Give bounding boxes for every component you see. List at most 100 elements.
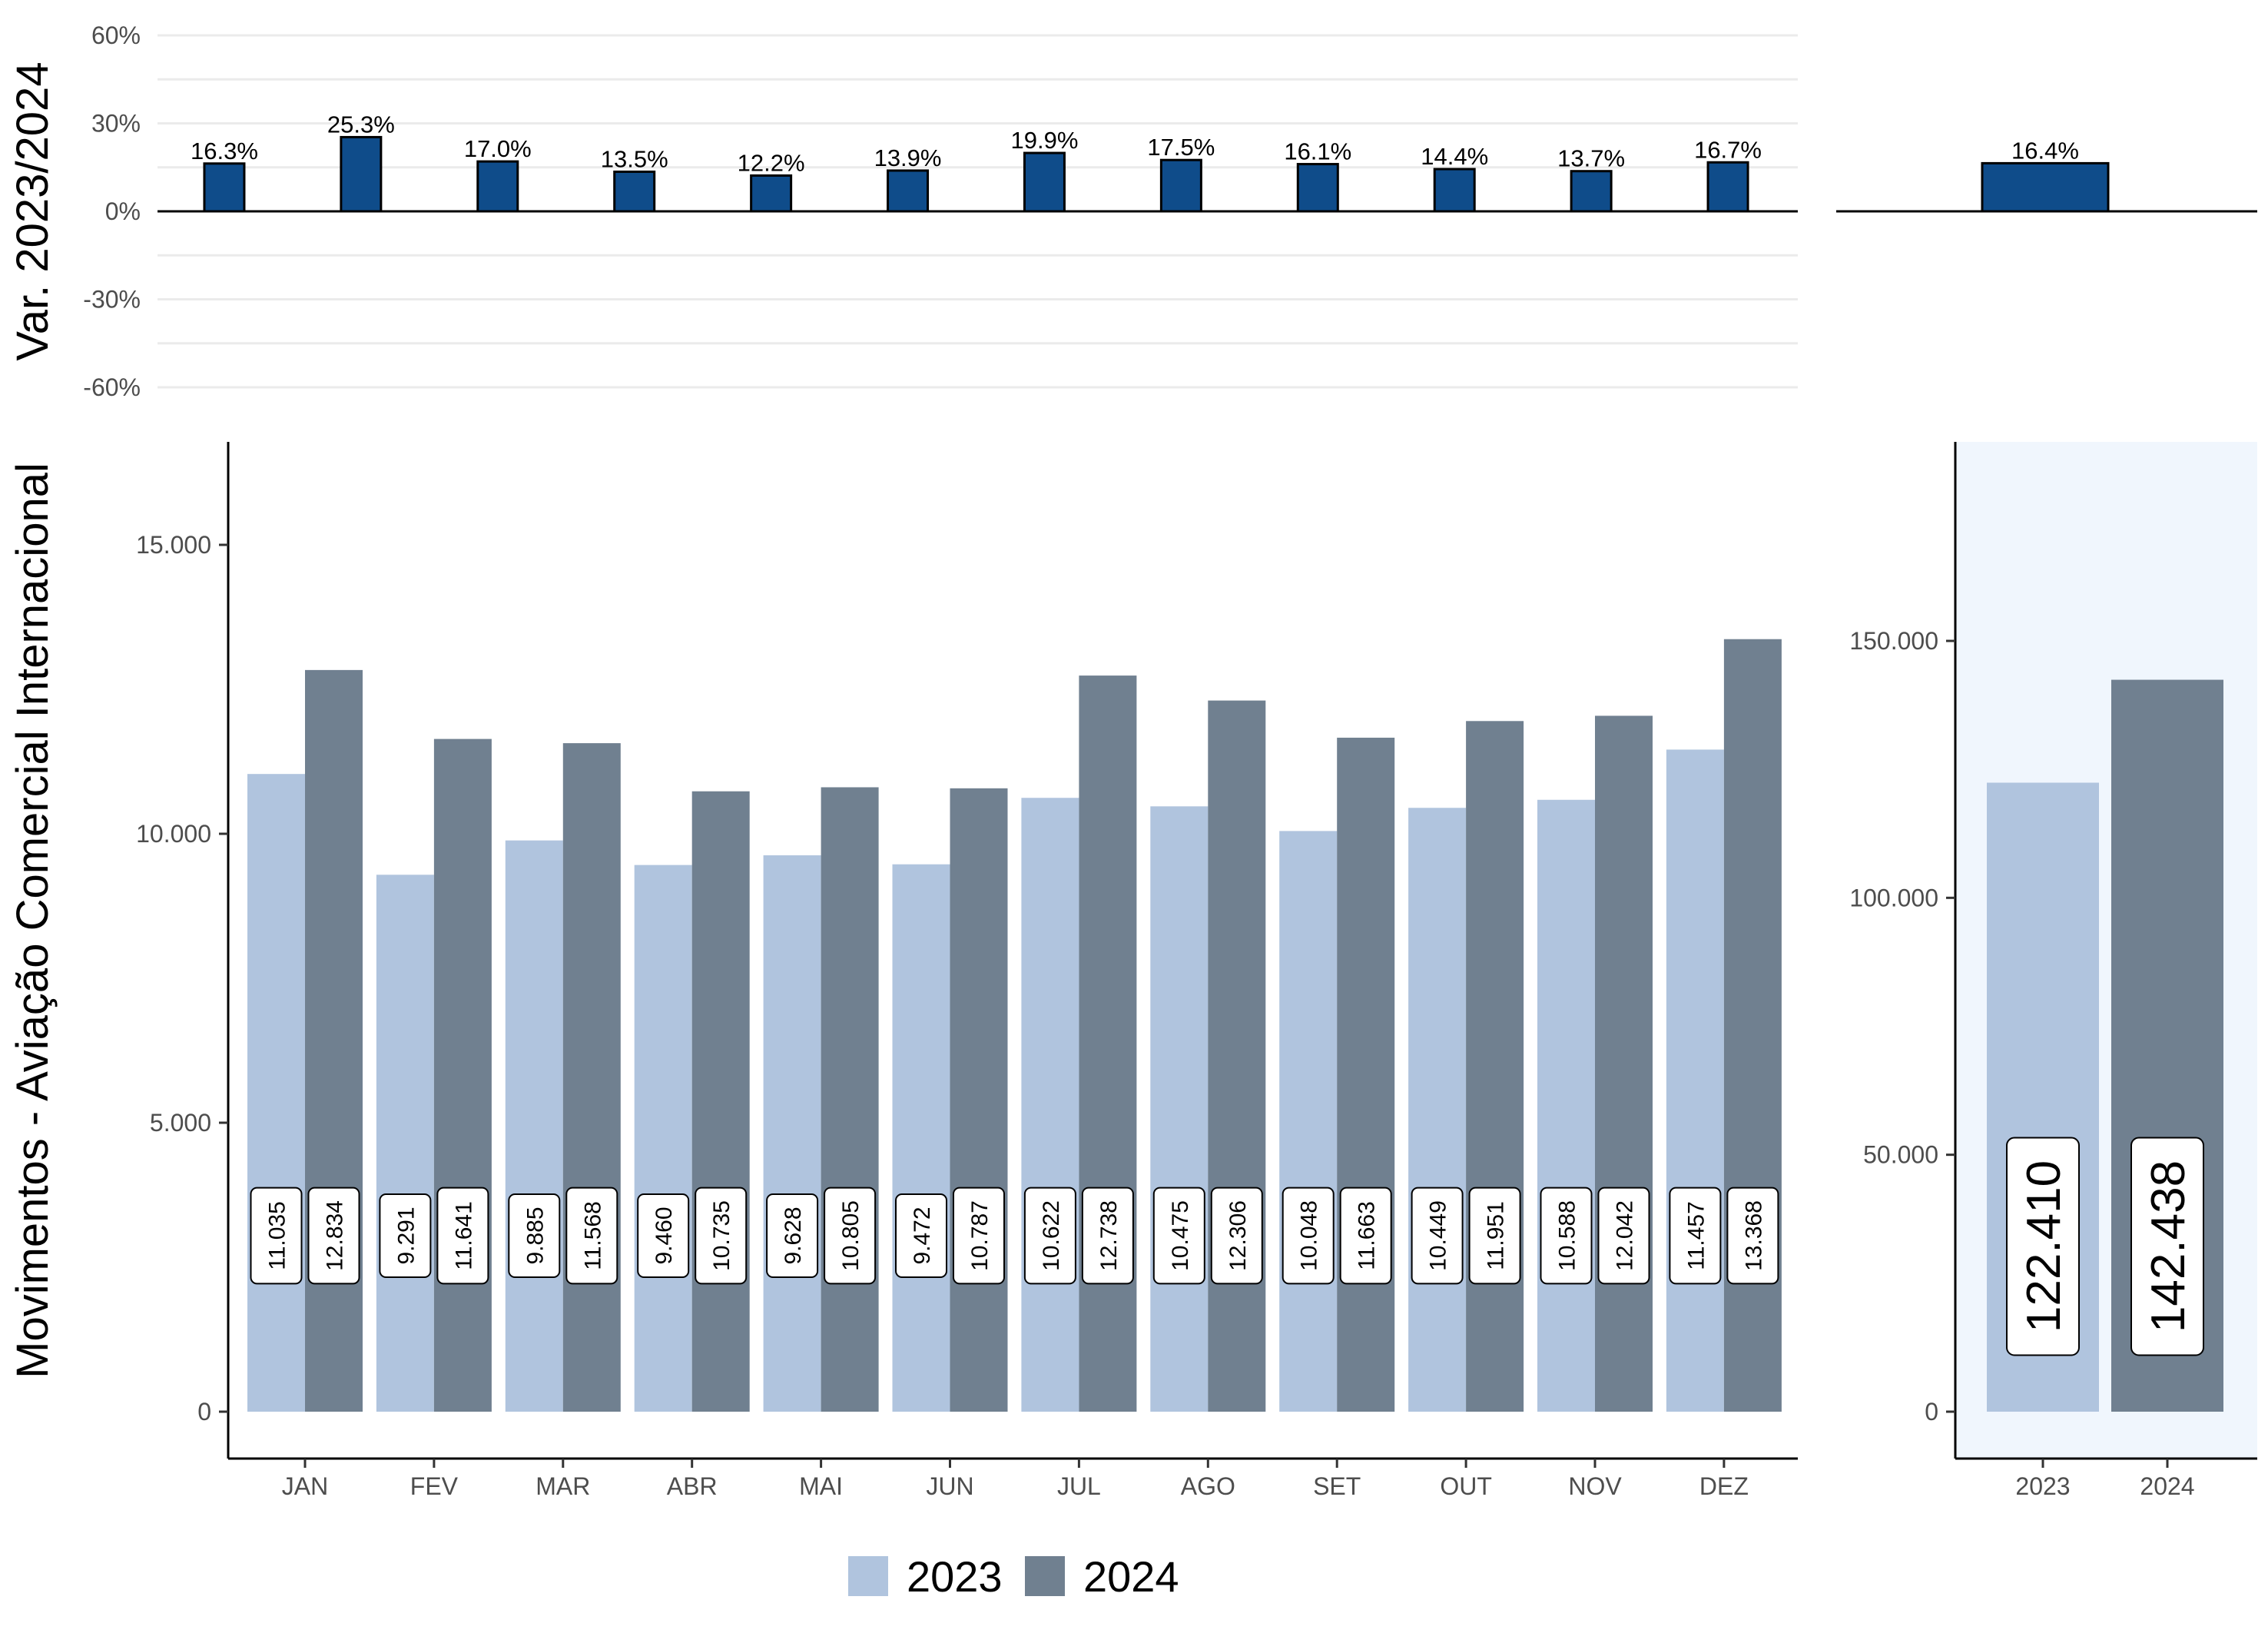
movement-value-label: 10.787 xyxy=(953,1187,1005,1285)
variation-y-tick-label: 60% xyxy=(91,22,141,49)
movement-value-label-box xyxy=(1411,1187,1464,1285)
variation-bar xyxy=(1023,151,1066,213)
annual-totals-x-ticks: 2023 2024 xyxy=(2015,1459,2195,1500)
variation-y-axis-title: Var. 2023/2024 xyxy=(8,61,58,360)
movement-value-label-box xyxy=(1669,1187,1722,1285)
movement-value-label-box xyxy=(824,1187,877,1285)
movement-value-label-box xyxy=(1210,1187,1263,1285)
movement-value-label-box xyxy=(250,1187,303,1285)
movement-y-axis-title: Movimentos - Aviação Comercial Internaci… xyxy=(8,463,58,1379)
variation-bar xyxy=(1159,158,1202,213)
movement-bar xyxy=(892,864,950,1412)
legend-label: 2024 xyxy=(1083,1552,1179,1601)
movement-value-label-text: 10.805 xyxy=(838,1200,864,1271)
movement-value-label: 11.663 xyxy=(1339,1187,1392,1285)
movement-value-label-text: 10.449 xyxy=(1426,1200,1451,1271)
movement-value-label-text: 11.641 xyxy=(451,1201,476,1270)
movement-value-label-box xyxy=(1023,1187,1076,1285)
movement-value-label-box xyxy=(1282,1187,1335,1285)
movement-value-label-text: 11.663 xyxy=(1354,1201,1380,1270)
movement-value-label-text: 9.628 xyxy=(781,1206,806,1264)
movement-value-label-box xyxy=(1339,1187,1392,1285)
movement-value-label-text: 10.048 xyxy=(1297,1200,1322,1271)
annual-total-value-label: 142.438 xyxy=(2130,1137,2204,1356)
variation-y-tick-label: 30% xyxy=(91,110,141,138)
variation-bar xyxy=(203,162,246,213)
legend-swatch xyxy=(848,1556,888,1596)
movement-y-tick-label: 15.000 xyxy=(136,531,211,559)
movement-value-label-text: 9.472 xyxy=(910,1206,935,1264)
movement-value-label-box xyxy=(1468,1187,1521,1285)
movement-bar xyxy=(1408,808,1467,1412)
variation-value-label: 16.7% xyxy=(1694,136,1762,163)
movement-value-label: 13.368 xyxy=(1726,1187,1779,1285)
variation-value-label: 25.3% xyxy=(327,111,395,138)
movement-value-label: 12.834 xyxy=(307,1187,360,1285)
movement-value-label-box xyxy=(766,1193,819,1278)
annual-totals-y-tick-label: 0 xyxy=(1925,1398,1938,1426)
variation-bar xyxy=(1296,163,1339,213)
movement-bar xyxy=(433,739,492,1412)
monthly-movements-panel: 11.035 12.834 9.291 11.641 9.885 11.568 9.460 1… xyxy=(8,442,1798,1500)
movement-bar xyxy=(505,840,563,1412)
movement-value-label-box xyxy=(895,1193,947,1278)
movement-value-label-box xyxy=(1726,1187,1779,1285)
movement-x-tick-label: FEV xyxy=(410,1472,459,1500)
variation-value-label: 17.0% xyxy=(464,135,532,162)
movement-value-label: 11.568 xyxy=(565,1187,618,1285)
movement-bar xyxy=(1466,721,1524,1412)
movement-value-label-box xyxy=(695,1187,748,1285)
annual-totals-y-ticks: 0 50.000 100.000 150.000 xyxy=(1849,627,1955,1426)
movement-value-label-box xyxy=(379,1193,432,1278)
movement-bar xyxy=(763,855,821,1412)
legend-label: 2023 xyxy=(907,1552,1003,1601)
movement-bar xyxy=(950,788,1008,1412)
annual-totals-x-tick-label: 2024 xyxy=(2140,1472,2194,1500)
movement-x-tick-label: ABR xyxy=(667,1472,718,1500)
movement-value-label-box xyxy=(637,1193,690,1278)
movement-x-tick-label: OUT xyxy=(1440,1472,1492,1500)
annual-totals-panel: 122.410 142.438 0 50.000 100.000 150.000 202… xyxy=(1849,442,2257,1500)
movement-value-label-text: 12.042 xyxy=(1613,1200,1638,1271)
total-variation-panel: 16.4% xyxy=(1836,137,2257,213)
movement-value-label: 10.735 xyxy=(695,1187,748,1285)
legend: 2023 2024 xyxy=(848,1552,1179,1601)
movement-bar xyxy=(1537,799,1595,1412)
movement-bar xyxy=(634,865,692,1412)
movement-bar xyxy=(376,875,434,1412)
movement-value-label-text: 10.787 xyxy=(967,1200,993,1271)
movement-x-ticks: JAN FEV MAR ABR MAI JUN JUL AGO SET OUT NOV DEZ xyxy=(282,1459,1749,1500)
movement-value-label-text: 12.834 xyxy=(323,1200,348,1271)
movement-y-ticks: 0 5.000 10.000 15.000 xyxy=(136,531,228,1426)
movement-bar xyxy=(305,669,363,1412)
movement-y-tick-label: 0 xyxy=(197,1398,211,1426)
movement-value-label: 12.306 xyxy=(1210,1187,1263,1285)
variation-value-label: 12.2% xyxy=(738,149,805,176)
movement-bar xyxy=(1279,831,1338,1412)
movement-bar xyxy=(1337,737,1395,1412)
movement-value-label: 11.641 xyxy=(436,1187,489,1285)
total-variation-value-label: 16.4% xyxy=(2011,137,2079,164)
movement-value-label-text: 11.951 xyxy=(1484,1201,1509,1270)
variation-value-label: 13.7% xyxy=(1557,145,1625,172)
movement-value-label-text: 10.622 xyxy=(1039,1200,1064,1271)
movement-value-label: 11.951 xyxy=(1468,1187,1521,1285)
movement-x-tick-label: MAI xyxy=(799,1472,843,1500)
variation-y-tick-label: -60% xyxy=(83,373,141,401)
movement-value-label: 10.048 xyxy=(1282,1187,1335,1285)
variation-bar xyxy=(750,174,793,213)
movement-value-label-text: 11.035 xyxy=(265,1201,290,1270)
variation-value-label: 19.9% xyxy=(1011,127,1079,154)
movement-value-label-box xyxy=(565,1187,618,1285)
movement-y-tick-label: 5.000 xyxy=(150,1109,211,1137)
annual-total-value-label-box xyxy=(2006,1137,2080,1356)
variation-value-label: 16.3% xyxy=(191,138,258,164)
movement-bar xyxy=(1595,715,1653,1412)
movement-value-label: 9.628 xyxy=(766,1193,819,1278)
movement-value-label-text: 10.475 xyxy=(1168,1200,1193,1271)
movement-x-tick-label: JAN xyxy=(282,1472,328,1500)
movement-x-tick-label: NOV xyxy=(1568,1472,1622,1500)
movement-bars xyxy=(247,639,1782,1412)
movement-bar xyxy=(691,791,750,1412)
